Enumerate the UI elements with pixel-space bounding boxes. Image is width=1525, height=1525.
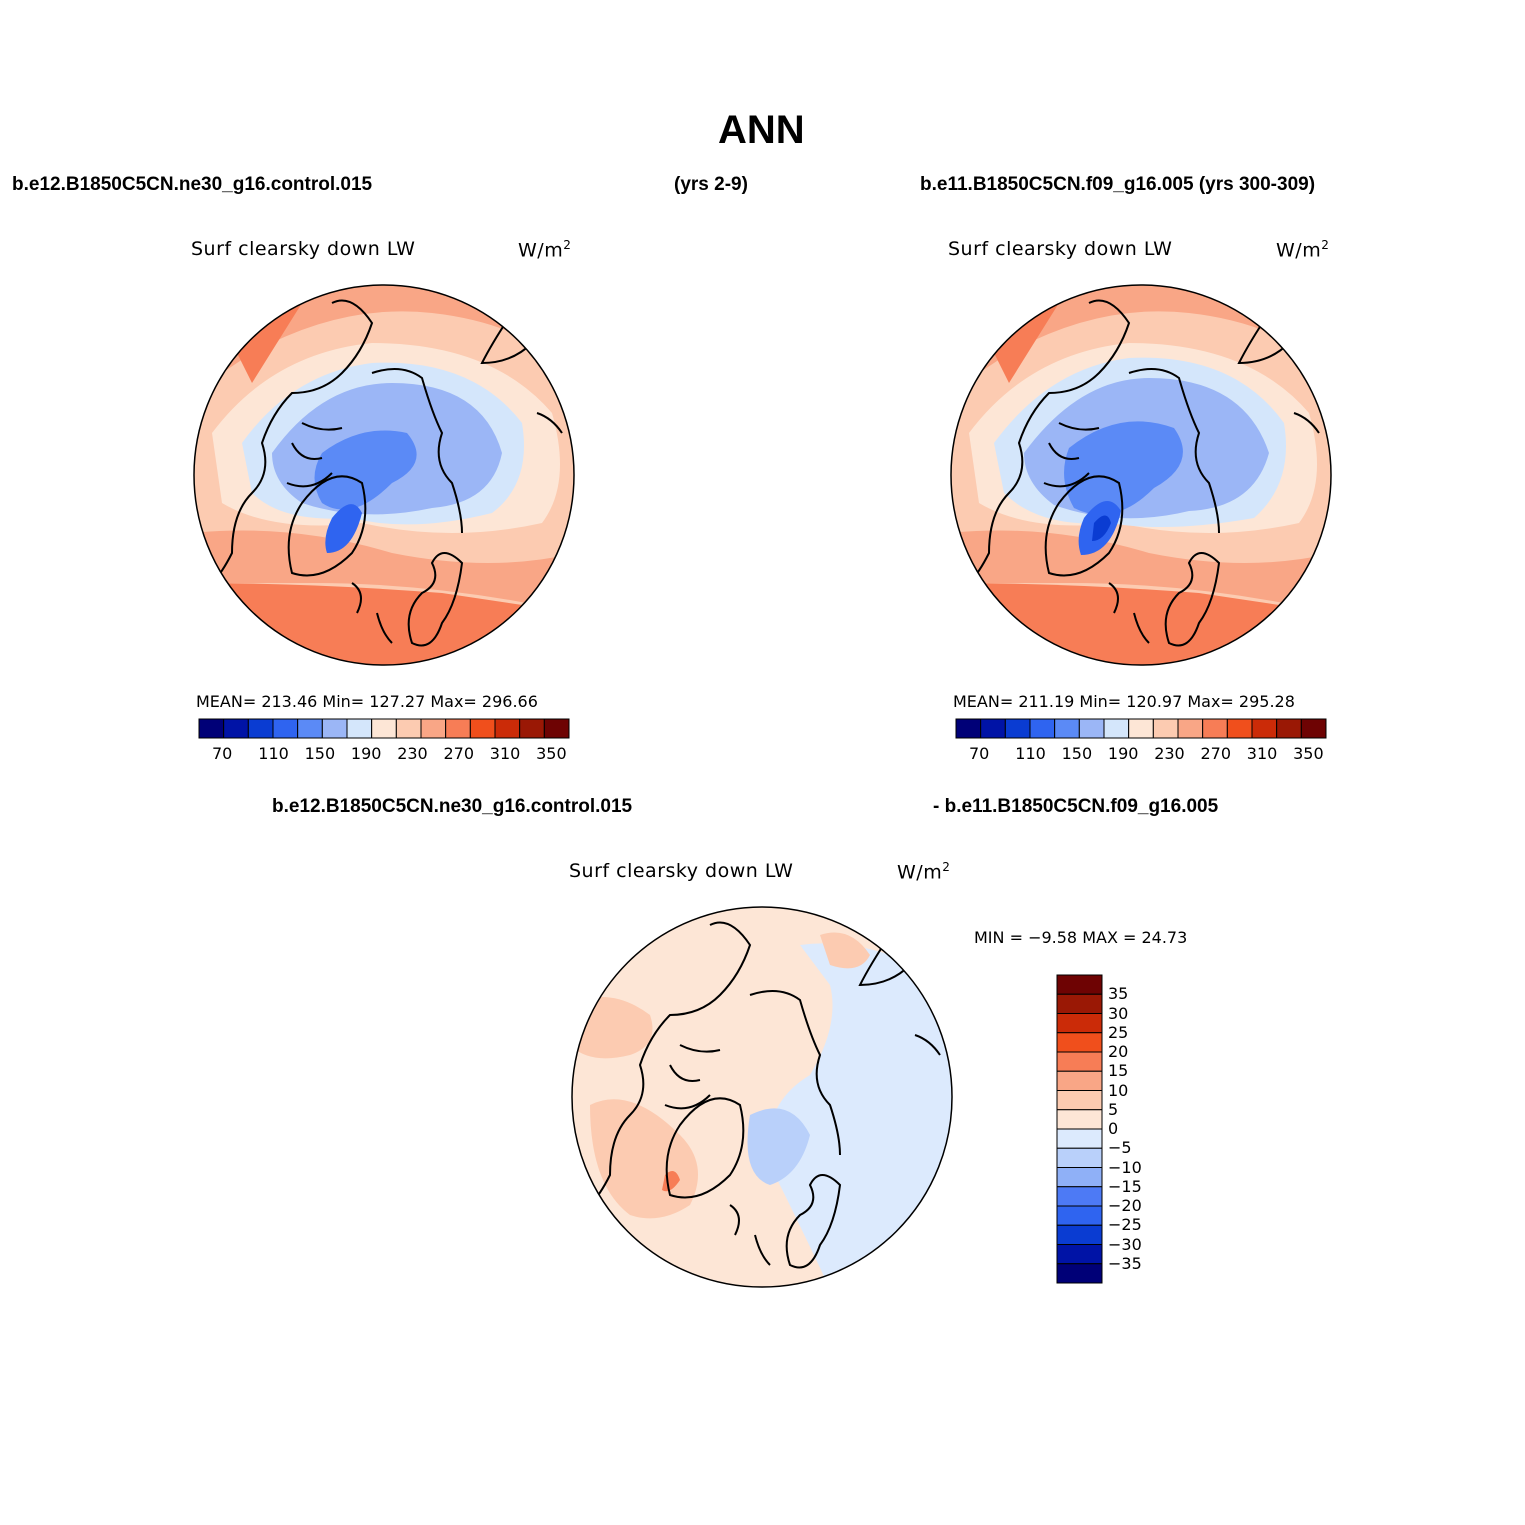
colorbar-box xyxy=(1056,1109,1103,1130)
colorbar-box xyxy=(247,718,274,739)
colorbar-box xyxy=(321,718,348,739)
colorbar-box xyxy=(1056,974,1103,995)
colorbar-tick-label: 5 xyxy=(1108,1099,1119,1119)
colorbar-tick-label: −35 xyxy=(1108,1253,1142,1273)
colorbar-box xyxy=(955,718,982,739)
colorbar-box xyxy=(1276,718,1302,739)
colorbar-box xyxy=(1056,1090,1103,1111)
colorbar-box xyxy=(1056,1051,1103,1072)
colorbar-box xyxy=(980,718,1006,739)
panel2-units: W/m2 xyxy=(1276,238,1330,262)
panel2-variable: Surf clearsky down LW xyxy=(948,238,1173,260)
colorbar-box xyxy=(1056,1032,1103,1053)
case1-years: (yrs 2-9) xyxy=(674,174,748,195)
colorbar-tick-label: 310 xyxy=(1246,744,1278,763)
panel1-variable: Surf clearsky down LW xyxy=(191,238,416,260)
panel1-colorbar xyxy=(198,718,570,739)
colorbar-box xyxy=(445,718,471,739)
colorbar-box xyxy=(469,718,496,739)
case1-name: b.e12.B1850C5CN.ne30_g16.control.015 xyxy=(12,174,373,195)
case2-name: b.e11.B1850C5CN.f09_g16.005 (yrs 300-309… xyxy=(920,174,1316,195)
colorbar-box xyxy=(346,718,373,739)
colorbar-tick-label: −15 xyxy=(1108,1176,1142,1196)
colorbar-box xyxy=(272,718,299,739)
colorbar-box xyxy=(1103,718,1130,739)
colorbar-box xyxy=(1056,1244,1103,1265)
colorbar-box xyxy=(395,718,422,739)
colorbar-box xyxy=(1056,1013,1103,1034)
colorbar-tick-label: 25 xyxy=(1108,1022,1129,1042)
colorbar-box xyxy=(1056,1263,1103,1284)
colorbar-box xyxy=(1300,718,1327,739)
colorbar-box xyxy=(1056,1205,1103,1226)
colorbar-tick-label: 20 xyxy=(1108,1042,1129,1061)
diff-polar-map xyxy=(571,906,953,1288)
colorbar-tick-label: 70 xyxy=(212,744,233,763)
panel1-stats: MEAN= 213.46 Min= 127.27 Max= 296.66 xyxy=(196,692,538,711)
colorbar-box xyxy=(1056,1224,1103,1245)
colorbar-box xyxy=(519,718,545,739)
colorbar-box xyxy=(1152,718,1179,739)
diff-case2-name: - b.e11.B1850C5CN.f09_g16.005 xyxy=(933,796,1219,817)
colorbar-tick-label: 270 xyxy=(443,744,475,763)
panel2-polar-map xyxy=(950,284,1332,666)
panel2-stats: MEAN= 211.19 Min= 120.97 Max= 295.28 xyxy=(953,692,1295,711)
colorbar-box xyxy=(1177,718,1204,739)
colorbar-tick-label: 150 xyxy=(1061,744,1093,763)
colorbar-box xyxy=(1056,1167,1103,1188)
colorbar-tick-label: 310 xyxy=(489,744,521,763)
colorbar-tick-label: 70 xyxy=(969,744,990,763)
colorbar-tick-label: 30 xyxy=(1108,1003,1129,1023)
colorbar-box xyxy=(1226,718,1253,739)
diff-case1-name: b.e12.B1850C5CN.ne30_g16.control.015 xyxy=(272,796,633,817)
colorbar-box xyxy=(223,718,249,739)
colorbar-box xyxy=(494,718,521,739)
colorbar-tick-label: 15 xyxy=(1108,1061,1129,1081)
colorbar-box xyxy=(1251,718,1278,739)
panel2-colorbar xyxy=(955,718,1327,739)
colorbar-box xyxy=(1128,718,1154,739)
colorbar-tick-label: 270 xyxy=(1200,744,1232,763)
colorbar-tick-label: 350 xyxy=(536,744,567,763)
colorbar-box xyxy=(1004,718,1031,739)
panel1-units: W/m2 xyxy=(518,238,572,262)
colorbar-tick-label: −25 xyxy=(1108,1215,1142,1235)
panel3-variable: Surf clearsky down LW xyxy=(569,860,794,882)
colorbar-box xyxy=(297,718,323,739)
panel1-polar-map xyxy=(193,284,575,666)
colorbar-tick-label: 0 xyxy=(1108,1119,1119,1138)
colorbar-box xyxy=(1056,1128,1103,1149)
colorbar-box xyxy=(1056,1147,1103,1168)
colorbar-tick-label: 150 xyxy=(304,744,336,763)
colorbar-tick-label: 230 xyxy=(397,744,428,763)
colorbar-tick-label: 190 xyxy=(1107,744,1139,763)
colorbar-box xyxy=(1202,718,1228,739)
diff-colorbar xyxy=(1056,974,1103,1284)
colorbar-box xyxy=(1054,718,1080,739)
colorbar-box xyxy=(1029,718,1056,739)
diff-stats: MIN = −9.58 MAX = 24.73 xyxy=(974,928,1188,947)
colorbar-box xyxy=(1078,718,1105,739)
colorbar-box xyxy=(1056,1070,1103,1091)
colorbar-tick-label: −5 xyxy=(1108,1138,1132,1158)
colorbar-box xyxy=(198,718,225,739)
colorbar-tick-label: 110 xyxy=(1015,744,1046,763)
colorbar-tick-label: 350 xyxy=(1293,744,1324,763)
colorbar-tick-label: 190 xyxy=(350,744,382,763)
colorbar-tick-label: 35 xyxy=(1108,984,1129,1004)
colorbar-tick-label: 230 xyxy=(1154,744,1185,763)
colorbar-box xyxy=(420,718,447,739)
colorbar-tick-label: −20 xyxy=(1108,1196,1142,1215)
colorbar-tick-label: 110 xyxy=(258,744,289,763)
colorbar-tick-label: −30 xyxy=(1108,1234,1142,1254)
colorbar-box xyxy=(371,718,397,739)
colorbar-tick-label: −10 xyxy=(1108,1157,1142,1177)
colorbar-box xyxy=(1056,993,1103,1014)
colorbar-box xyxy=(1056,1186,1103,1207)
colorbar-box xyxy=(543,718,570,739)
colorbar-tick-label: 10 xyxy=(1108,1080,1129,1100)
main-title: ANN xyxy=(718,108,805,152)
panel3-units: W/m2 xyxy=(897,860,951,884)
